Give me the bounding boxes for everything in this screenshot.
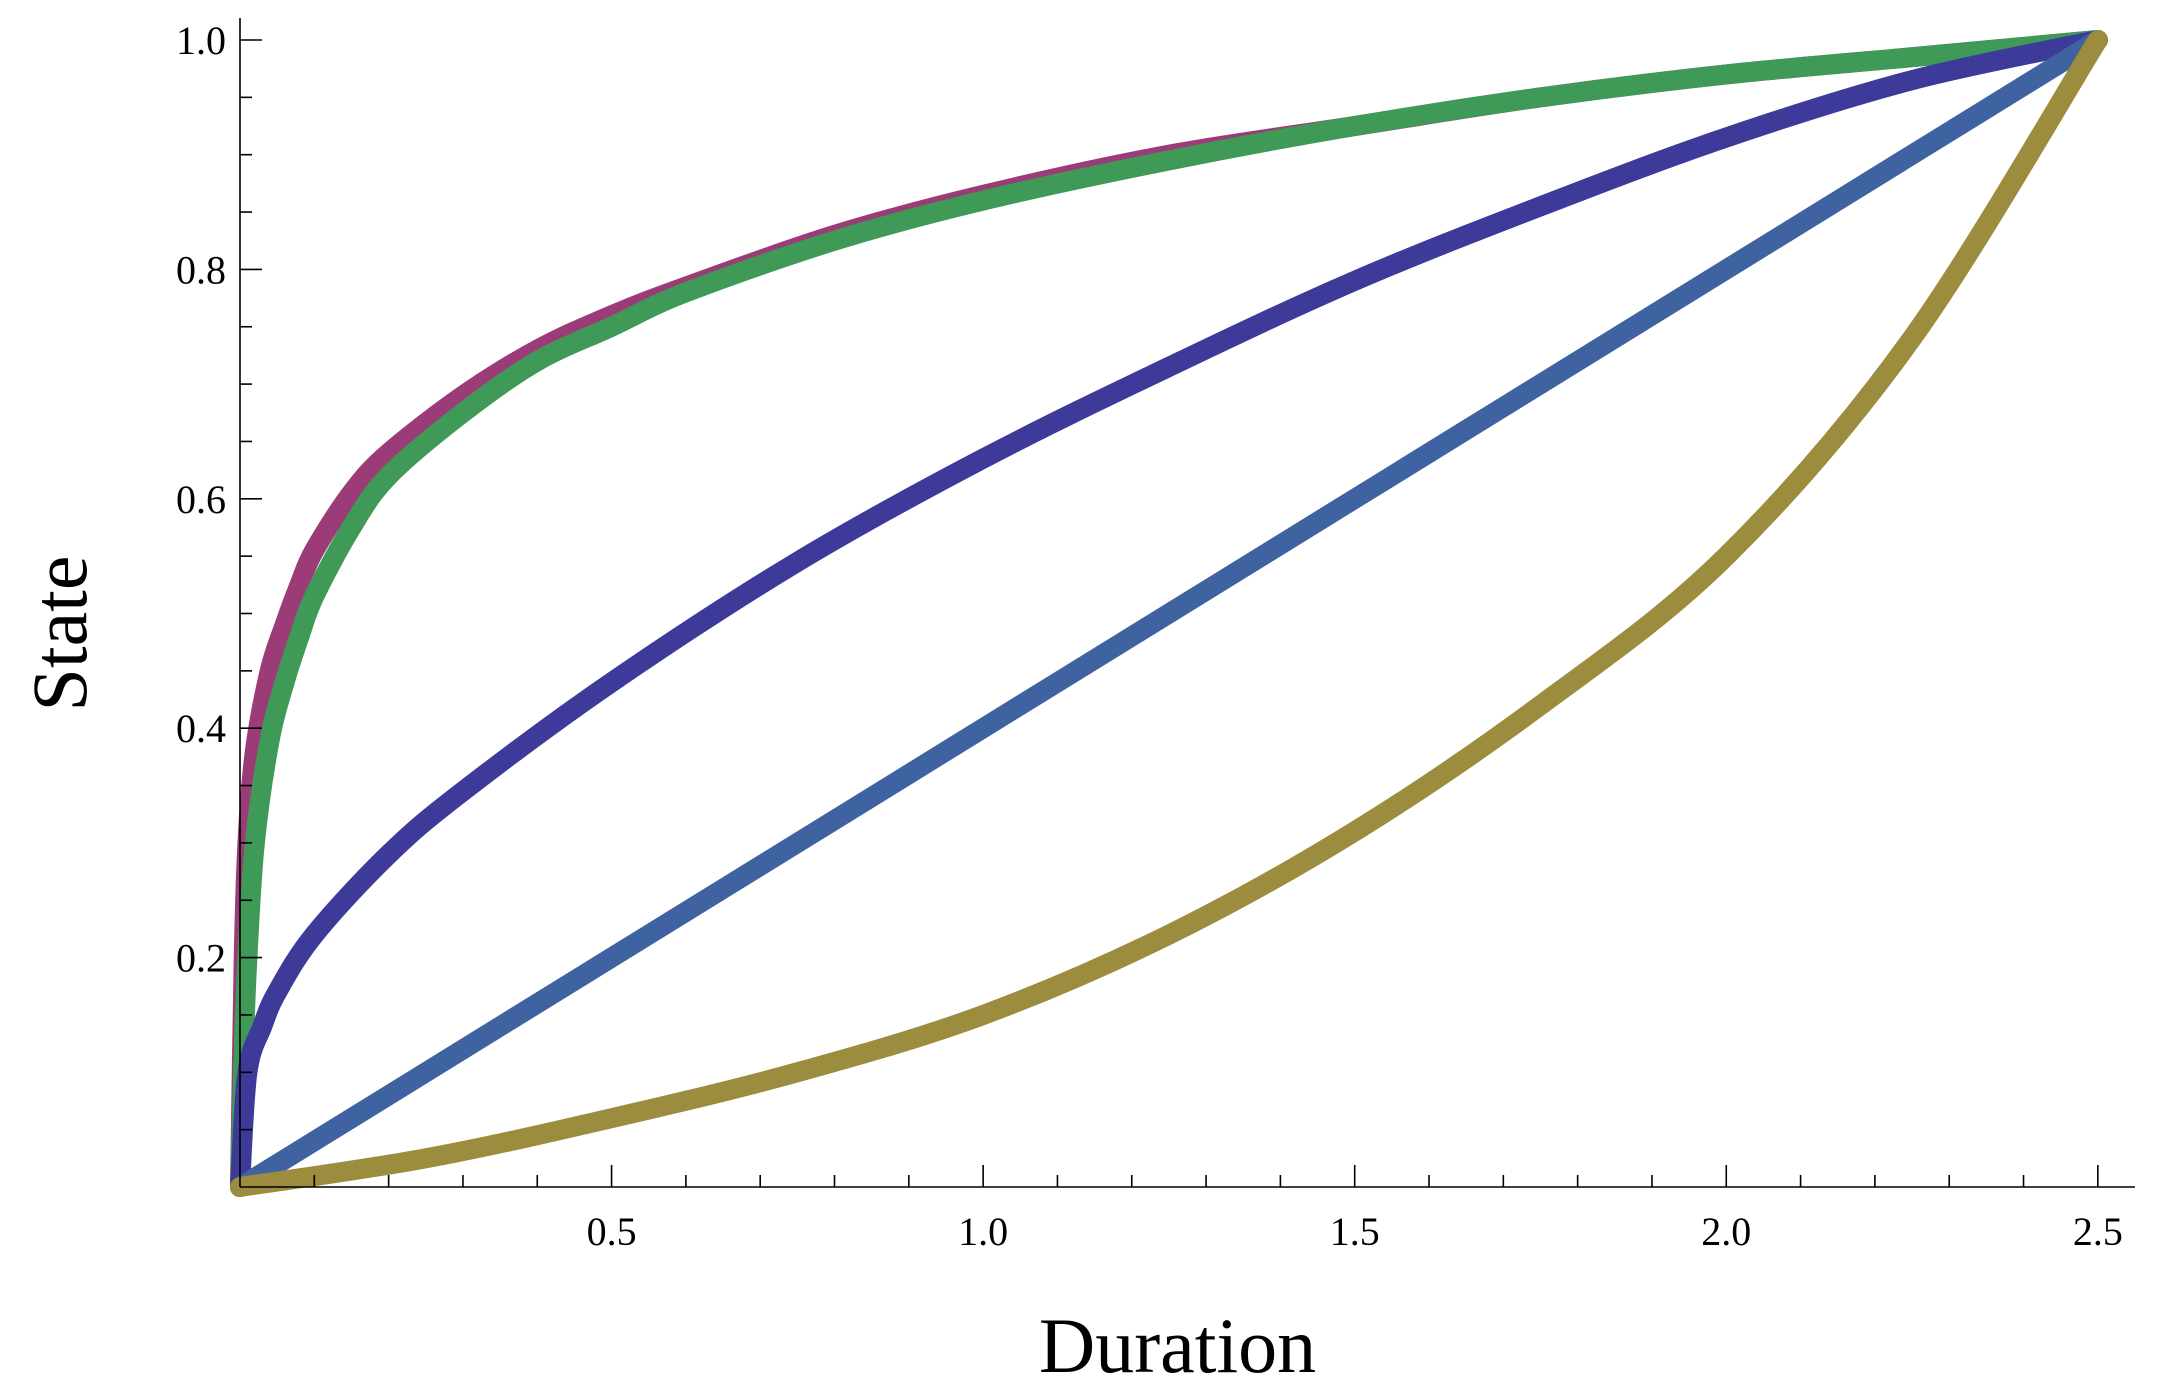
x-tick-label: 2.0 [1701, 1209, 1751, 1254]
series-line-3 [230, 30, 2108, 1197]
y-tick-label: 0.6 [176, 477, 226, 522]
series-line-5 [230, 30, 2108, 1197]
y-tick-label: 0.4 [176, 706, 226, 751]
series-line-2 [230, 30, 2108, 1197]
series-line-4 [230, 30, 2108, 1197]
x-tick-label: 2.5 [2073, 1209, 2123, 1254]
x-tick-label: 0.5 [587, 1209, 637, 1254]
x-tick-label: 1.0 [958, 1209, 1008, 1254]
y-tick-label: 1.0 [176, 18, 226, 63]
series-layer [230, 30, 2108, 1197]
labels-layer: Duration State [16, 556, 1316, 1376]
x-axis-label: Duration [1039, 1302, 1316, 1376]
y-tick-label: 0.2 [176, 936, 226, 981]
ticks-layer: 0.5 1.0 1.5 2.0 2.5 0.2 0.4 0.6 0.8 1.0 [176, 18, 2123, 1254]
y-axis-label: State [16, 556, 103, 712]
y-tick-label: 0.8 [176, 247, 226, 292]
x-tick-label: 1.5 [1330, 1209, 1380, 1254]
